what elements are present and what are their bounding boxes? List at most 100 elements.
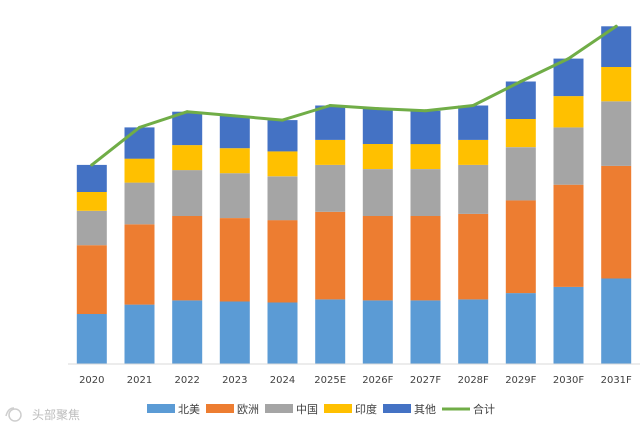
bar-2025E-series-2 <box>315 164 346 212</box>
bar-2031F-series-0 <box>601 278 632 364</box>
bar-2029F-series-2 <box>505 147 536 201</box>
total-point-2026F <box>376 107 380 111</box>
bar-2029F-series-1 <box>505 200 536 294</box>
bar-2027F-series-1 <box>410 216 441 301</box>
total-point-2023 <box>233 114 237 118</box>
bar-2026F-series-4 <box>362 108 393 144</box>
bar-2023-series-4 <box>219 115 250 149</box>
bar-2023-series-3 <box>219 148 250 174</box>
legend-swatch-2 <box>265 404 293 413</box>
legend-label-5: 合计 <box>473 402 495 416</box>
legend-label-1: 欧洲 <box>237 403 259 416</box>
bar-2023-series-2 <box>219 173 250 218</box>
bar-2029F-series-0 <box>505 293 536 364</box>
total-point-2031F <box>614 24 618 28</box>
bar-2023-series-1 <box>219 218 250 302</box>
legend-swatch-1 <box>206 404 234 413</box>
bar-2022-series-3 <box>172 145 203 171</box>
bar-2029F-series-3 <box>505 119 536 148</box>
x-tick-2029F: 2029F <box>505 375 536 386</box>
bar-2025E-series-4 <box>315 105 346 140</box>
x-tick-2022: 2022 <box>174 375 199 386</box>
x-tick-2023: 2023 <box>222 375 247 386</box>
bar-2026F-series-2 <box>362 169 393 216</box>
watermark-text: 头部聚焦 <box>32 407 80 422</box>
x-tick-2025E: 2025E <box>314 375 346 386</box>
legend-label-4: 其他 <box>414 403 436 416</box>
bar-2028F-series-0 <box>458 299 489 364</box>
bar-2021-series-3 <box>124 158 155 183</box>
legend-swatch-0 <box>147 404 175 413</box>
legend-label-2: 中国 <box>296 403 318 416</box>
bar-2026F-series-3 <box>362 144 393 169</box>
legend-label-0: 北美 <box>178 403 200 416</box>
bar-2025E-series-3 <box>315 139 346 165</box>
bar-2026F-series-1 <box>362 216 393 301</box>
bar-2022-series-4 <box>172 111 203 146</box>
bar-2031F-series-1 <box>601 165 632 279</box>
bar-2027F-series-2 <box>410 169 441 216</box>
total-point-2021 <box>138 125 141 129</box>
x-tick-2026F: 2026F <box>362 375 393 386</box>
bar-2022-series-2 <box>172 170 203 216</box>
bar-2030F-series-2 <box>553 127 584 185</box>
bar-2021-series-1 <box>124 224 155 305</box>
total-point-2027F <box>424 109 427 113</box>
x-tick-2028F: 2028F <box>458 375 489 386</box>
watermark-logo-icon <box>5 407 22 422</box>
x-tick-2024: 2024 <box>270 375 295 386</box>
bar-2021-series-4 <box>124 127 155 159</box>
bar-2025E-series-1 <box>315 211 346 300</box>
bar-2030F-series-1 <box>553 184 584 287</box>
x-tick-2031F: 2031F <box>601 375 632 386</box>
legend-swatch-3 <box>324 404 352 413</box>
x-tick-labels: 2020 2021 2022 2023 2024 2025E 2026F 2027F 2028F… <box>79 375 632 386</box>
bar-2025E-series-0 <box>315 299 346 364</box>
bar-2024-series-4 <box>267 120 298 152</box>
total-point-2022 <box>185 110 189 114</box>
bar-2027F-series-4 <box>410 110 441 145</box>
bar-2028F-series-3 <box>458 139 489 165</box>
bar-2022-series-0 <box>172 300 203 364</box>
bars-layer <box>76 26 632 364</box>
bar-2024-series-0 <box>267 302 298 364</box>
bar-2022-series-1 <box>172 216 203 301</box>
bar-2026F-series-0 <box>362 300 393 364</box>
total-point-2020 <box>90 163 94 167</box>
bar-2028F-series-2 <box>458 164 489 214</box>
bar-2024-series-2 <box>267 176 298 221</box>
total-point-2025E <box>328 104 332 107</box>
bar-2028F-series-1 <box>458 213 489 300</box>
x-tick-2020: 2020 <box>79 375 104 386</box>
bar-2021-series-2 <box>124 182 155 225</box>
bar-2024-series-1 <box>267 220 298 303</box>
bar-2031F-series-3 <box>601 66 632 102</box>
total-line-layer <box>90 24 618 167</box>
legend: 北美 欧洲 中国 印度 其他 合计 <box>147 402 495 416</box>
legend-label-3: 印度 <box>355 402 377 416</box>
bar-2030F-series-0 <box>553 286 584 364</box>
bar-2021-series-0 <box>124 304 155 364</box>
total-point-2030F <box>567 57 570 61</box>
bar-2030F-series-3 <box>553 96 584 128</box>
legend-swatch-4 <box>383 404 411 413</box>
bar-2020-series-4 <box>76 164 107 192</box>
bar-2020-series-0 <box>76 314 107 364</box>
total-point-2024 <box>281 118 284 122</box>
bar-2027F-series-0 <box>410 300 441 364</box>
total-point-2029F <box>519 80 523 83</box>
bar-2020-series-2 <box>76 210 107 246</box>
total-point-2028F <box>471 104 475 107</box>
total-line <box>90 24 618 167</box>
bar-2020-series-1 <box>76 245 107 314</box>
watermark: 头部聚焦 <box>5 407 80 422</box>
bar-2023-series-0 <box>219 301 250 364</box>
x-tick-2030F: 2030F <box>553 375 584 386</box>
bar-2028F-series-4 <box>458 105 489 140</box>
x-tick-2027F: 2027F <box>410 375 441 386</box>
bar-2031F-series-2 <box>601 101 632 166</box>
x-tick-2021: 2021 <box>127 375 152 386</box>
bar-2020-series-3 <box>76 192 107 211</box>
bar-2024-series-3 <box>267 151 298 177</box>
